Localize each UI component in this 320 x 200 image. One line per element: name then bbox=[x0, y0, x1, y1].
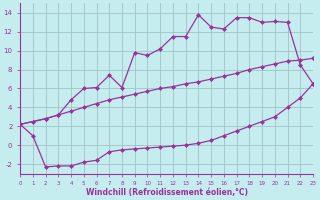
X-axis label: Windchill (Refroidissement éolien,°C): Windchill (Refroidissement éolien,°C) bbox=[85, 188, 248, 197]
